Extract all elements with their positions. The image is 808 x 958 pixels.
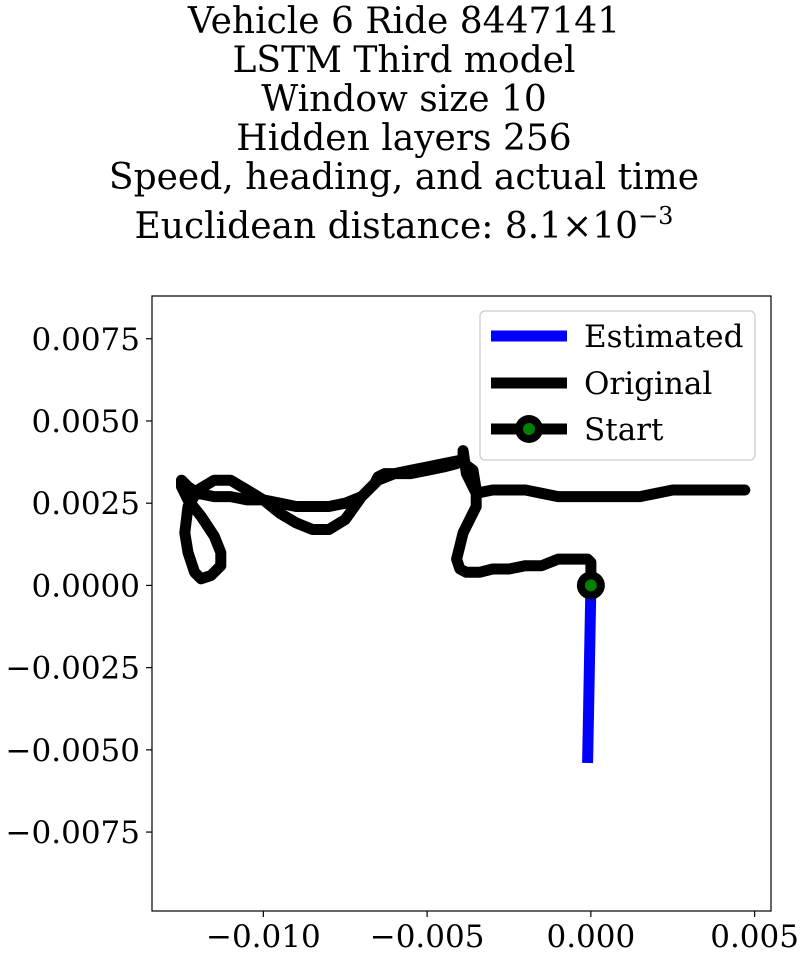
legend-label-start: Start (584, 412, 664, 448)
plot-frame (151, 295, 772, 912)
y-tick-label: 0.0050 (32, 404, 140, 440)
y-tick-label: −0.0025 (6, 651, 140, 687)
title-line-window: Window size 10 (261, 79, 547, 120)
x-tick-label: 0.005 (710, 919, 799, 955)
y-tick-label: 0.0000 (32, 568, 140, 604)
title-line-vehicle: Vehicle 6 Ride 8447141 (187, 1, 621, 42)
title-line-distance: Euclidean distance: 8.1×10−3 (0, 197, 808, 246)
legend-start-marker-inner (523, 423, 535, 435)
ticks-layer: −0.010 −0.005 0.000 0.005 0.0075 0.0050 0.0025… (6, 322, 799, 955)
title-line-hidden: Hidden layers 256 (236, 118, 572, 159)
chart-title: Vehicle 6 Ride 8447141 LSTM Third model … (0, 2, 808, 246)
y-tick-label: 0.0025 (32, 486, 140, 522)
start-marker-inner (584, 579, 597, 592)
title-line-features: Speed, heading, and actual time (108, 157, 700, 198)
distance-base: 10 (592, 206, 639, 247)
y-tick-label: 0.0075 (32, 322, 140, 358)
y-tick-label: −0.0050 (6, 733, 140, 769)
legend-box (479, 310, 756, 461)
legend-label-original: Original (584, 366, 712, 402)
series-original-line (176, 445, 751, 591)
legend-label-estimated: Estimated (584, 319, 743, 355)
series-layer (176, 445, 751, 764)
legend: Estimated Original Start (479, 310, 756, 461)
distance-exponent: −3 (638, 202, 674, 230)
y-tick-label: −0.0075 (6, 815, 140, 851)
x-tick-label: 0.000 (546, 919, 635, 955)
title-line-model: LSTM Third model (232, 40, 576, 81)
distance-times: × (562, 206, 593, 247)
x-tick-label: −0.005 (370, 919, 485, 955)
series-estimated-line (582, 585, 597, 764)
x-tick-label: −0.010 (206, 919, 321, 955)
distance-prefix: Euclidean distance: 8.1 (134, 206, 563, 247)
